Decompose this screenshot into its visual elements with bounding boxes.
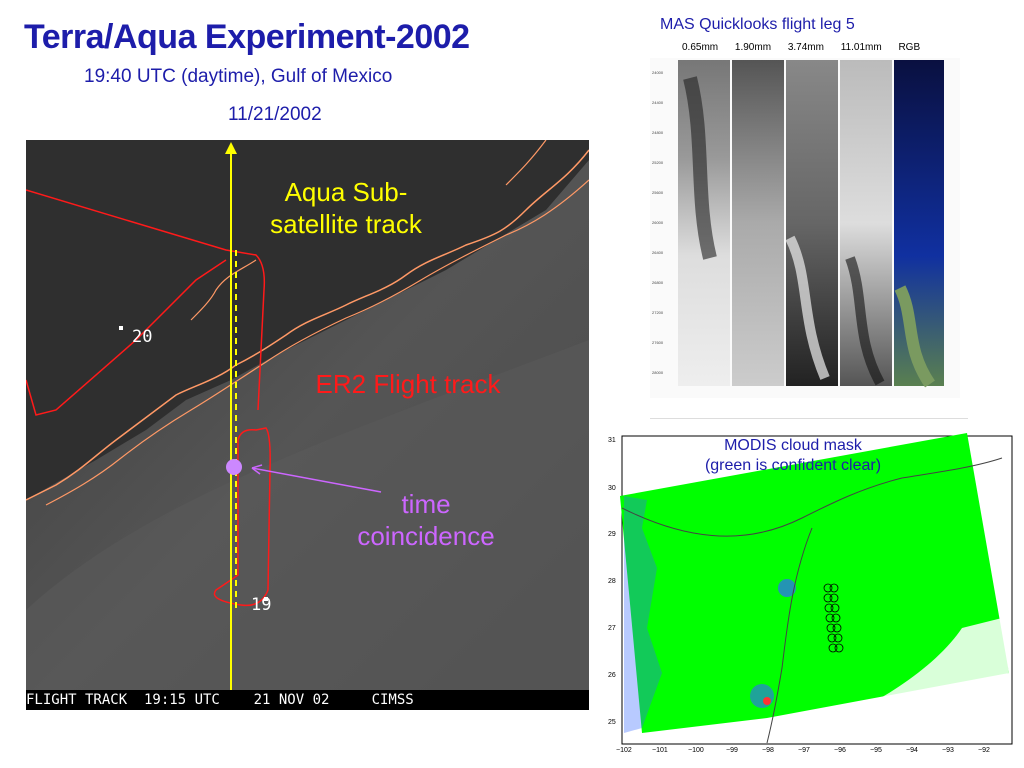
- band-label: 3.74mm: [787, 42, 824, 53]
- land-area: [26, 140, 589, 500]
- slide-title: Terra/Aqua Experiment-2002: [24, 18, 470, 56]
- svg-text:26400: 26400: [652, 250, 664, 255]
- waypoint-19-label: 19: [251, 595, 272, 615]
- svg-text:25200: 25200: [652, 160, 664, 165]
- x-tick: −95: [870, 747, 882, 754]
- svg-text:28000: 28000: [652, 370, 664, 375]
- time-coincidence-label: time coincidence: [357, 489, 495, 551]
- er2-flight-track: [26, 189, 266, 416]
- flight-track-image: Aqua Sub- satellite track ER2 Flight tra…: [26, 140, 589, 710]
- coastline: [26, 149, 589, 501]
- slide-date: 11/21/2002: [228, 104, 322, 125]
- mas-strips: 24000 24400 24800 25200 25600 26000 26400 2680…: [652, 60, 944, 388]
- cloud-patch: [624, 496, 662, 733]
- mas-strip-190: [732, 60, 784, 386]
- flight-track-map: [26, 140, 589, 710]
- x-tick: −100: [688, 747, 704, 754]
- gulf-water: [26, 340, 589, 710]
- modis-cloud-mask: 31 30 29 28 27 26 25 −102 −101 −100 −99 …: [608, 433, 1013, 754]
- svg-text:26000: 26000: [652, 220, 664, 225]
- x-tick: −94: [906, 747, 918, 754]
- x-tick: −93: [942, 747, 954, 754]
- mas-band-labels: 0.65mm 1.90mm 3.74mm 11.01mm RGB: [682, 42, 934, 53]
- x-tick: −96: [834, 747, 846, 754]
- y-tick: 25: [608, 719, 616, 726]
- er2-flight-leg: [213, 427, 271, 607]
- y-tick: 26: [608, 672, 616, 679]
- waypoint-20-label: 20: [132, 327, 153, 347]
- svg-text:24800: 24800: [652, 130, 664, 135]
- coincidence-arrowhead: [251, 464, 263, 475]
- y-tick: 31: [608, 437, 616, 444]
- modis-y-axis: 31 30 29 28 27 26 25: [608, 437, 616, 726]
- y-tick: 30: [608, 485, 616, 492]
- modis-flight-track: [823, 583, 844, 653]
- svg-text:27600: 27600: [652, 340, 664, 345]
- band-label: 0.65mm: [682, 42, 719, 53]
- svg-text:25600: 25600: [652, 190, 664, 195]
- y-tick: 29: [608, 531, 616, 538]
- section-divider: [650, 418, 968, 419]
- cloud-patch-red: [763, 697, 771, 705]
- svg-text:24000: 24000: [652, 70, 664, 75]
- x-tick: −101: [652, 747, 668, 754]
- svg-text:24400: 24400: [652, 100, 664, 105]
- waypoint-20-marker: [119, 326, 123, 330]
- x-tick: −92: [978, 747, 990, 754]
- x-tick: −102: [616, 747, 632, 754]
- coastline-bays: [190, 140, 547, 321]
- coincidence-arrow: [251, 467, 382, 493]
- svg-text:27200: 27200: [652, 310, 664, 315]
- band-label: RGB: [898, 42, 921, 53]
- x-tick: −97: [798, 747, 810, 754]
- x-tick: −99: [726, 747, 738, 754]
- mas-quicklook-images: 24000 24400 24800 25200 25600 26000 26400 2680…: [650, 58, 960, 398]
- aqua-track-label: Aqua Sub- satellite track: [270, 177, 422, 239]
- svg-text:26800: 26800: [652, 280, 664, 285]
- band-label: 11.01mm: [840, 42, 882, 53]
- modis-coastline: [621, 457, 1003, 744]
- er2-track-label: ER2 Flight track: [315, 369, 501, 399]
- coincidence-dot: [226, 459, 242, 475]
- modis-x-axis: −102 −101 −100 −99 −98 −97 −96 −95 −94 −…: [616, 747, 990, 754]
- mas-strip-rgb: [894, 60, 944, 386]
- coastline-inner: [45, 179, 589, 506]
- cloud-patch: [778, 579, 796, 597]
- cloud-speckles: [862, 618, 1009, 713]
- cloud-patch: [750, 684, 774, 708]
- aqua-track-arrow: [225, 142, 237, 154]
- modis-title: MODIS cloud mask (green is confident cle…: [704, 437, 882, 474]
- mas-quicklooks-title: MAS Quicklooks flight leg 5: [660, 16, 855, 33]
- slide-subtitle: 19:40 UTC (daytime), Gulf of Mexico: [84, 66, 393, 87]
- band-label: 1.90mm: [734, 42, 772, 53]
- waypoint-19-marker: [264, 597, 268, 601]
- y-tick: 28: [608, 578, 616, 585]
- flight-track-status-bar: FLIGHT TRACK 19:15 UTC 21 NOV 02 CIMSS: [26, 690, 589, 710]
- y-tick: 27: [608, 625, 616, 632]
- x-tick: −98: [762, 747, 774, 754]
- clear-sky-swath: [620, 433, 1009, 733]
